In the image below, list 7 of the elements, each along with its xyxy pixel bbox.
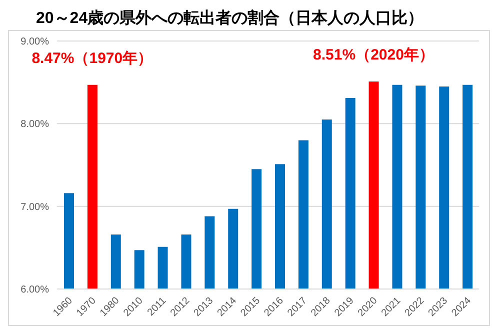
y-tick-label: 7.00% bbox=[20, 202, 50, 213]
chart-title: 20～24歳の県外への転出者の割合（日本人の人口比） bbox=[35, 8, 425, 29]
annotation: 8.51%（2020年） bbox=[313, 46, 434, 64]
y-tick-label: 6.00% bbox=[20, 284, 50, 296]
annotation: 8.47%（1970年） bbox=[32, 50, 153, 67]
y-tick-label: 9.00% bbox=[20, 36, 50, 48]
y-tick-label: 8.00% bbox=[20, 119, 50, 130]
